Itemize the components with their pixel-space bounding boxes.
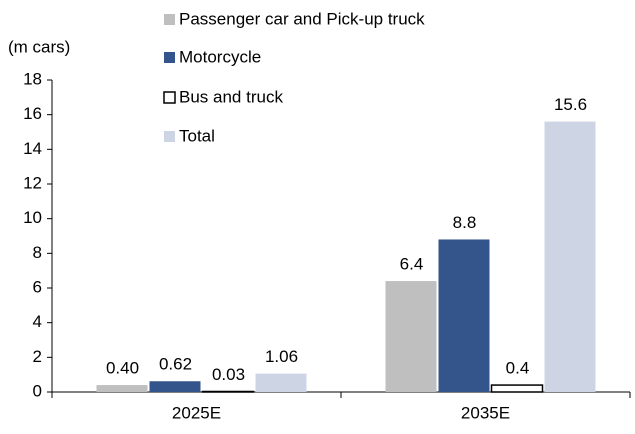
- value-label: 6.4: [400, 255, 424, 274]
- y-tick-label: 10: [23, 208, 42, 227]
- legend-swatch: [164, 52, 175, 63]
- value-label: 8.8: [453, 213, 477, 232]
- y-tick-label: 16: [23, 104, 42, 123]
- y-axis-label: (m cars): [8, 37, 70, 56]
- y-tick-label: 18: [23, 69, 42, 88]
- legend-label: Bus and truck: [179, 87, 283, 106]
- value-label: 15.6: [554, 95, 587, 114]
- y-tick-label: 4: [33, 312, 42, 331]
- bar: [385, 281, 437, 392]
- value-label: 0.03: [212, 365, 245, 384]
- y-tick-label: 14: [23, 139, 42, 158]
- legend-label: Total: [179, 126, 215, 145]
- bar: [149, 381, 201, 392]
- value-label: 0.40: [106, 359, 139, 378]
- y-tick-label: 8: [33, 243, 42, 262]
- bar: [96, 385, 148, 392]
- legend-swatch: [164, 131, 175, 142]
- y-tick-label: 2: [33, 347, 42, 366]
- bar: [255, 373, 307, 392]
- legend-swatch: [163, 91, 176, 104]
- legend-label: Passenger car and Pick-up truck: [179, 9, 425, 28]
- value-label: 0.62: [159, 355, 192, 374]
- y-tick-label: 6: [33, 277, 42, 296]
- x-tick-label: 2035E: [461, 403, 510, 422]
- legend-swatch: [164, 14, 175, 25]
- bar: [438, 239, 490, 392]
- y-tick-label: 0: [33, 381, 42, 400]
- bar: [490, 384, 544, 393]
- x-tick-label: 2025E: [172, 403, 221, 422]
- value-label: 0.4: [506, 359, 530, 378]
- bar: [201, 390, 255, 393]
- y-tick-label: 12: [23, 173, 42, 192]
- bar: [544, 121, 596, 392]
- value-label: 1.06: [265, 347, 298, 366]
- legend-label: Motorcycle: [179, 47, 261, 66]
